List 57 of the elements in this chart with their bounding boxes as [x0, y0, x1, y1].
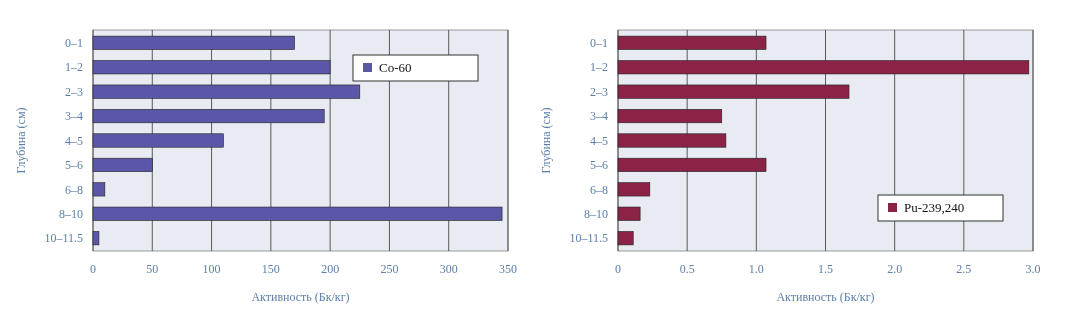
legend-label: Co-60: [379, 60, 412, 75]
bar: [617, 157, 767, 172]
y-tick-label: 8–10: [584, 206, 608, 221]
y-tick-label: 10–11.5: [569, 231, 608, 246]
bar: [617, 84, 850, 99]
x-tick-label: 100: [202, 262, 221, 276]
bar: [92, 206, 503, 221]
bar: [92, 35, 295, 50]
y-tick-label: 4–5: [65, 133, 83, 148]
x-tick-label: 250: [380, 262, 399, 276]
bar: [617, 231, 634, 246]
y-tick-label: 6–8: [65, 182, 83, 197]
x-tick-label: 300: [439, 262, 458, 276]
y-tick-label: 4–5: [590, 133, 608, 148]
bar: [92, 231, 100, 246]
y-tick-label: 2–3: [590, 84, 608, 99]
bar: [92, 109, 325, 124]
x-tick-label: 1.5: [818, 262, 833, 276]
bar: [617, 133, 727, 148]
x-tick-label: 2.5: [956, 262, 972, 276]
bar: [617, 206, 641, 221]
y-tick-label: 0–1: [65, 36, 83, 51]
y-tick-label: 3–4: [590, 109, 608, 124]
y-tick-label: 1–2: [65, 60, 83, 75]
bar: [92, 157, 153, 172]
x-tick-label: 2.0: [887, 262, 903, 276]
x-tick-label: 1.0: [748, 262, 764, 276]
x-tick-label: 0: [615, 262, 621, 276]
x-tick-label: 0: [90, 262, 96, 276]
y-axis-title: Глубина (см): [539, 107, 553, 174]
x-tick-label: 150: [261, 262, 280, 276]
legend-label: Pu-239,240: [904, 200, 965, 215]
y-tick-label: 10–11.5: [44, 231, 83, 246]
bar: [92, 133, 224, 148]
x-axis-title: Активность (Бк/кг): [776, 290, 875, 304]
x-tick-label: 200: [321, 262, 340, 276]
y-tick-label: 3–4: [65, 109, 83, 124]
x-axis-title: Активность (Бк/кг): [251, 290, 350, 304]
y-tick-label: 0–1: [590, 36, 608, 51]
y-tick-label: 1–2: [590, 60, 608, 75]
x-tick-label: 0.5: [679, 262, 695, 276]
y-tick-label: 8–10: [59, 206, 83, 221]
bar: [617, 109, 723, 124]
bar: [92, 60, 331, 75]
y-tick-label: 5–6: [590, 158, 608, 173]
bar: [617, 60, 1030, 75]
bar: [617, 35, 767, 50]
y-tick-label: 5–6: [65, 158, 83, 173]
x-tick-label: 350: [499, 262, 517, 276]
bar: [92, 84, 361, 99]
x-tick-label: 3.0: [1025, 262, 1041, 276]
bar: [92, 182, 106, 197]
y-axis-title: Глубина (см): [14, 107, 28, 174]
bar: [617, 182, 651, 197]
y-tick-label: 2–3: [65, 84, 83, 99]
x-tick-label: 50: [146, 262, 159, 276]
y-tick-label: 6–8: [590, 182, 608, 197]
